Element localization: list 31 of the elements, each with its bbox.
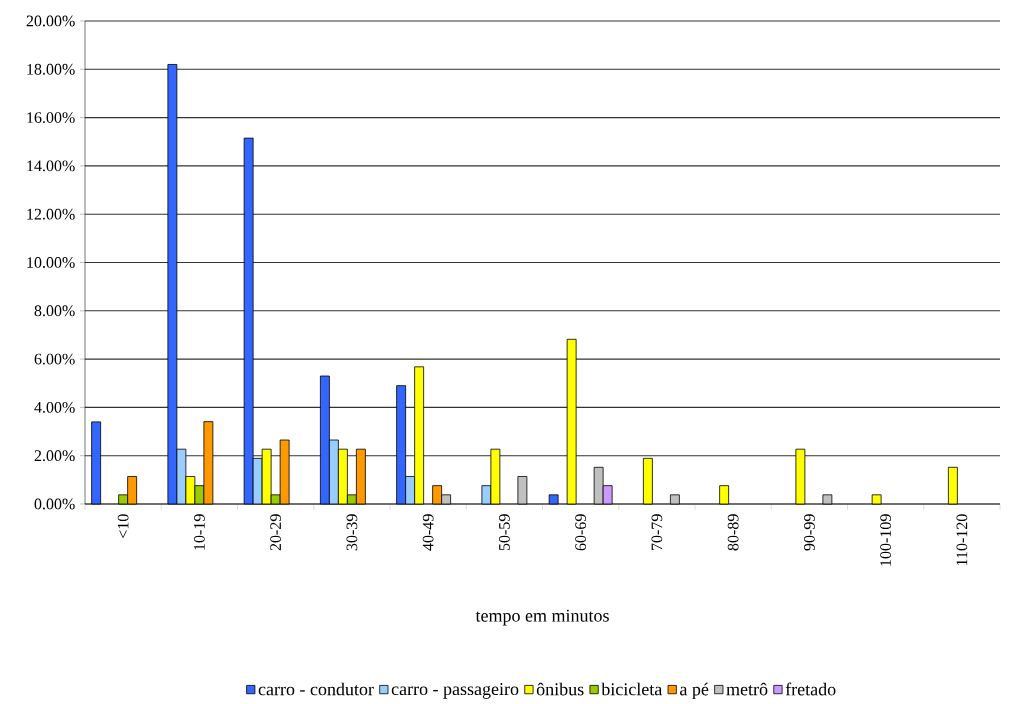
x-tick-label: 70-79 bbox=[651, 514, 663, 550]
y-tick-label: 12.00% bbox=[27, 208, 75, 220]
legend-label: ônibus bbox=[536, 682, 584, 696]
legend-label: metrô bbox=[726, 682, 768, 696]
legend-label: a pé bbox=[680, 682, 709, 700]
x-axis-title: tempo em minutos bbox=[475, 609, 609, 626]
y-tick-label: 10.00% bbox=[27, 257, 75, 268]
legend-label: carro - passageiro bbox=[391, 682, 519, 699]
x-tick-label: 110-120 bbox=[956, 514, 968, 566]
x-tick-label: 10-19 bbox=[193, 514, 205, 550]
y-tick-label: 16.00% bbox=[27, 112, 75, 124]
x-tick-label: 20-29 bbox=[270, 514, 282, 551]
legend-label: carro - condutor bbox=[258, 682, 374, 696]
x-tick-label: 60-69 bbox=[575, 514, 587, 551]
y-tick-label: 18.00% bbox=[27, 63, 75, 75]
x-tick-label: 40-49 bbox=[422, 514, 434, 551]
y-tick-label: 8.00% bbox=[34, 305, 75, 317]
y-tick-label: 14.00% bbox=[27, 160, 75, 172]
x-tick-label: 30-39 bbox=[346, 514, 358, 551]
x-tick-label: <10 bbox=[117, 514, 129, 538]
x-tick-label: 80-89 bbox=[727, 514, 739, 551]
y-tick-label: 20.00% bbox=[26, 15, 75, 27]
legend-label: fretado bbox=[785, 682, 836, 696]
legend-label: bicicleta bbox=[601, 682, 663, 696]
y-tick-label: 0.00% bbox=[34, 498, 75, 510]
x-tick-label: 50-59 bbox=[498, 514, 510, 551]
x-tick-label: 90-99 bbox=[803, 514, 815, 551]
y-tick-label: 6.00% bbox=[34, 353, 75, 365]
y-tick-label: 2.00% bbox=[34, 450, 75, 462]
y-tick-label: 4.00% bbox=[34, 401, 75, 413]
x-tick-label: 100-109 bbox=[880, 514, 892, 566]
